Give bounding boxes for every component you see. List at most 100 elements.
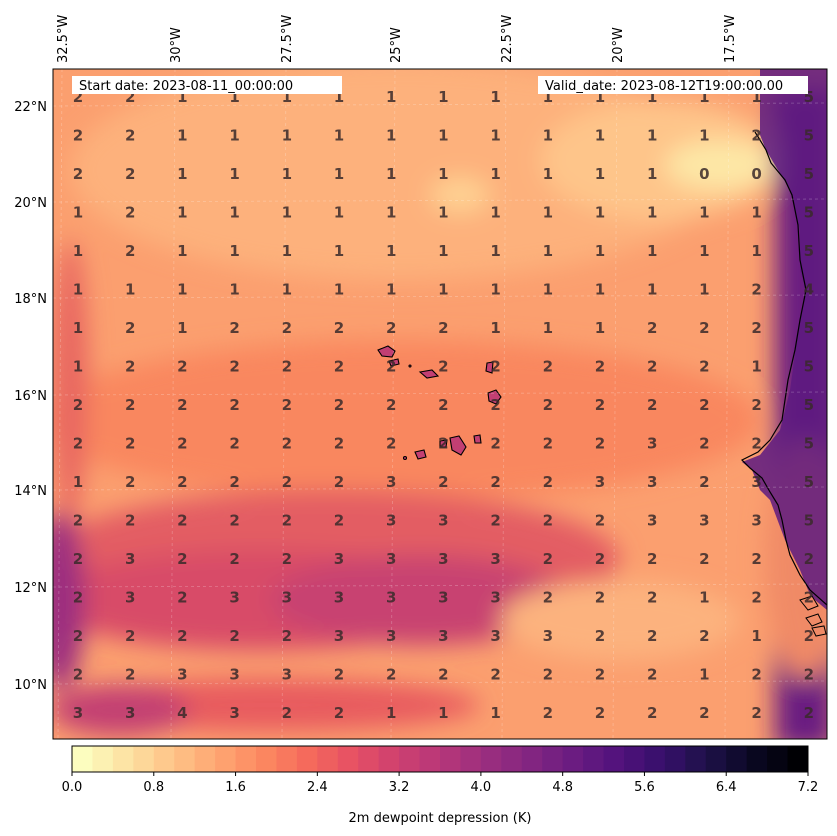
grid-value: 1 <box>229 204 239 222</box>
grid-value: 2 <box>804 589 814 607</box>
grid-value: 2 <box>647 704 657 722</box>
grid-value: 2 <box>125 319 135 337</box>
grid-value: 2 <box>125 627 135 645</box>
grid-value: 2 <box>386 358 396 376</box>
grid-value: 2 <box>73 589 83 607</box>
lon-tick-label: 25°W <box>389 27 404 63</box>
grid-value: 5 <box>804 396 814 414</box>
lon-tick-label: 20°W <box>611 27 626 63</box>
grid-value: 2 <box>177 396 187 414</box>
lon-gridline <box>57 69 63 739</box>
grid-value: 4 <box>804 281 814 299</box>
grid-value: 3 <box>282 589 292 607</box>
colorbar-bin <box>440 746 461 772</box>
grid-value: 2 <box>595 704 605 722</box>
grid-value: 2 <box>595 589 605 607</box>
grid-value: 2 <box>282 319 292 337</box>
lat-tick-label: 10°N <box>14 678 47 693</box>
grid-value: 2 <box>282 358 292 376</box>
grid-value: 1 <box>229 242 239 260</box>
colorbar-bin <box>133 746 155 772</box>
colorbar-bin <box>624 746 645 772</box>
grid-value: 1 <box>438 704 448 722</box>
grid-value: 2 <box>699 358 709 376</box>
grid-value: 1 <box>177 281 187 299</box>
grid-value: 2 <box>647 358 657 376</box>
grid-value: 2 <box>699 396 709 414</box>
grid-value: 1 <box>229 165 239 183</box>
grid-value: 2 <box>699 704 709 722</box>
grid-value: 2 <box>125 473 135 491</box>
grid-value: 2 <box>386 666 396 684</box>
grid-value: 3 <box>386 473 396 491</box>
grid-value: 1 <box>282 281 292 299</box>
grid-value: 1 <box>543 127 553 145</box>
grid-value: 3 <box>438 512 448 530</box>
colorbar-bin <box>72 746 93 772</box>
colorbar-tick-label: 4.0 <box>471 780 492 795</box>
grid-value: 1 <box>595 165 605 183</box>
grid-value: 2 <box>73 627 83 645</box>
colorbar-tick-label: 4.8 <box>552 780 573 795</box>
grid-value: 2 <box>699 473 709 491</box>
grid-value: 3 <box>386 550 396 568</box>
grid-value: 1 <box>177 88 187 106</box>
colorbar-bin <box>521 746 543 772</box>
grid-value: 2 <box>438 435 448 453</box>
grid-value: 1 <box>125 281 135 299</box>
grid-value: 3 <box>490 589 500 607</box>
grid-value: 1 <box>73 281 83 299</box>
grid-value: 3 <box>438 627 448 645</box>
lon-tick-label: 17.5°W <box>723 15 738 63</box>
colorbar-bin <box>174 746 196 772</box>
latitude-tick-labels: 22°N 20°N 18°N 16°N 14°N 12°N 10°N <box>14 100 47 693</box>
grid-value: 3 <box>334 550 344 568</box>
grid-value: 3 <box>490 627 500 645</box>
colorbar-bin <box>276 746 298 772</box>
colorbar-bin <box>480 746 502 772</box>
grid-value: 2 <box>282 396 292 414</box>
grid-value: 2 <box>282 512 292 530</box>
grid-value: 4 <box>177 704 187 722</box>
grid-value: 1 <box>647 281 657 299</box>
colorbar-tick-label: 7.2 <box>798 780 819 795</box>
grid-value: 1 <box>490 127 500 145</box>
grid-value: 0 <box>699 165 709 183</box>
colorbar-bin <box>787 746 809 772</box>
grid-value: 2 <box>73 512 83 530</box>
grid-value: 1 <box>751 88 761 106</box>
grid-value: 2 <box>438 473 448 491</box>
grid-value: 1 <box>490 319 500 337</box>
grid-value: 3 <box>73 704 83 722</box>
grid-value: 2 <box>73 550 83 568</box>
grid-value: 1 <box>177 319 187 337</box>
valid-date-text: Valid_date: 2023-08-12T19:00:00.00 <box>545 79 783 94</box>
colorbar-bin <box>235 746 257 772</box>
grid-value: 3 <box>438 550 448 568</box>
grid-value: 1 <box>386 704 396 722</box>
cape-verde-islands <box>377 345 502 461</box>
grid-value: 2 <box>229 550 239 568</box>
grid-value-labels: 2 2 1 1 1 1 1 1 1 1 1 1 1 1 5 2 2 1 1 1 1 1 1 1 1 1 1 1 2 5 2 2 1 1 1 1 1 1 1 1… <box>73 88 814 722</box>
grid-value: 1 <box>751 204 761 222</box>
grid-value: 1 <box>334 88 344 106</box>
grid-value: 2 <box>595 627 605 645</box>
colorbar-bin <box>664 746 686 772</box>
grid-value: 2 <box>804 627 814 645</box>
grid-value: 2 <box>125 512 135 530</box>
grid-value: 2 <box>334 358 344 376</box>
grid-value: 5 <box>804 88 814 106</box>
grid-value: 1 <box>282 165 292 183</box>
lat-tick-label: 16°N <box>14 389 47 404</box>
grid-value: 3 <box>386 627 396 645</box>
grid-value: 2 <box>334 473 344 491</box>
grid-value: 2 <box>229 473 239 491</box>
colorbar-bin <box>378 746 400 772</box>
grid-value: 2 <box>595 512 605 530</box>
grid-value: 1 <box>177 127 187 145</box>
grid-value: 1 <box>699 589 709 607</box>
grid-value: 1 <box>334 242 344 260</box>
grid-value: 2 <box>751 550 761 568</box>
grid-value: 2 <box>543 666 553 684</box>
grid-value: 5 <box>804 319 814 337</box>
